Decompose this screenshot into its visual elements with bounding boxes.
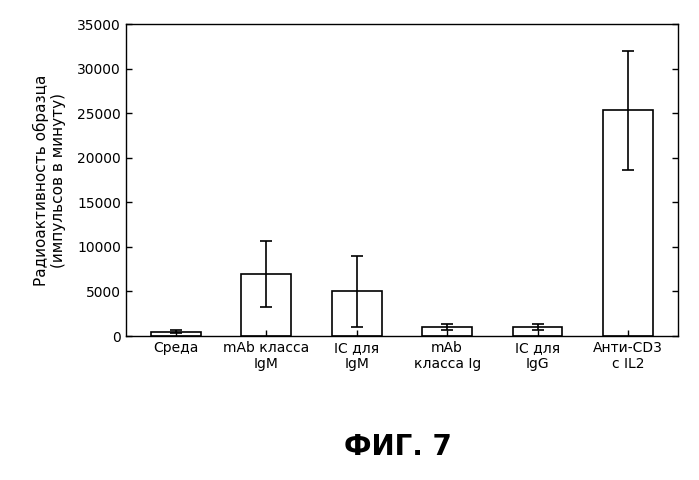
Bar [241,274,291,336]
Bar [603,110,653,336]
Y-axis label: Радиоактивность образца
(импульсов в минуту): Радиоактивность образца (импульсов в мин… [32,74,66,286]
Bar [513,327,563,336]
Bar [422,327,472,336]
Bar [332,291,382,336]
Bar [151,332,201,336]
Text: ФИГ. 7: ФИГ. 7 [345,433,452,461]
